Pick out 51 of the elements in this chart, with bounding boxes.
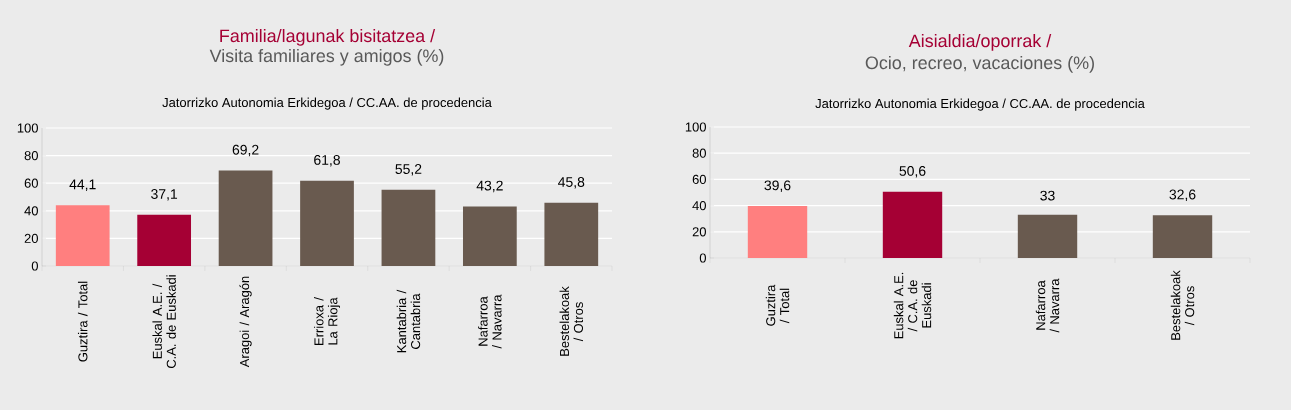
x-tick-label: Guztira / Total xyxy=(765,284,790,326)
data-label: 50,6 xyxy=(899,165,926,178)
data-label: 33 xyxy=(1040,190,1055,201)
data-label: 43,2 xyxy=(476,180,503,193)
bar xyxy=(300,180,354,266)
y-tick-label: 60 xyxy=(692,174,706,184)
y-tick-label: 0 xyxy=(31,261,38,271)
x-tick-label: Guztira / Total xyxy=(77,281,88,362)
y-tick-label: 80 xyxy=(692,148,706,158)
x-tick-label: Nafarroa / Navarra xyxy=(478,294,502,349)
x-tick-label: Nafarroa / Navarra xyxy=(1035,278,1060,333)
y-tick-label: 0 xyxy=(699,253,706,263)
y-tick-label: 80 xyxy=(24,151,38,161)
bar xyxy=(1017,214,1078,258)
y-tick-label: 20 xyxy=(24,233,38,243)
bar xyxy=(747,206,808,258)
data-label: 45,8 xyxy=(558,177,585,189)
text: Jatorrizko Autonomia Erkidegoa / CC.AA. de procedencia xyxy=(162,97,492,110)
data-label: 55,2 xyxy=(395,164,422,176)
x-tick-label: Kantabria / Cantabria xyxy=(396,289,421,353)
data-label: 44,1 xyxy=(69,179,96,191)
x-tick-label: Aragoi / Aragón xyxy=(239,276,252,368)
bar xyxy=(218,170,273,266)
chart-title: Aisialdia/oporrak / xyxy=(908,34,1052,51)
chart-subtitle: Visita familiares y amigos (%) xyxy=(209,49,444,66)
bar xyxy=(544,202,599,266)
x-tick-label: Bestelakoak / Otros xyxy=(1170,270,1195,340)
x-tick-label: Bestelakoak / Otros xyxy=(559,286,584,356)
chart-subtitle: Ocio, recreo, vacaciones (%) xyxy=(865,56,1094,73)
text: Jatorrizko Autonomia Erkidegoa / CC.AA. de procedencia xyxy=(815,98,1145,111)
data-label: 32,6 xyxy=(1169,189,1196,202)
data-label: 39,6 xyxy=(764,180,791,192)
bar xyxy=(882,191,943,258)
chart-title: Familia/lagunak bisitatzea / xyxy=(220,29,436,46)
y-tick-label: 100 xyxy=(17,123,38,133)
bar xyxy=(1152,215,1213,258)
x-tick-label: Euskal A.E. / C.A. de Euskadi xyxy=(893,272,932,339)
y-tick-label: 40 xyxy=(692,201,706,211)
y-tick-label: 100 xyxy=(685,122,706,132)
bar xyxy=(137,214,192,266)
data-label: 61,8 xyxy=(314,154,340,167)
y-tick-label: 40 xyxy=(24,206,38,216)
bar xyxy=(462,206,517,266)
y-tick-label: 60 xyxy=(24,178,38,188)
bar xyxy=(55,205,110,266)
x-tick-label: Errioxa / La Rioja xyxy=(313,297,341,345)
bar xyxy=(381,189,436,266)
data-label: 37,1 xyxy=(151,189,178,201)
y-tick-label: 20 xyxy=(692,227,706,237)
data-label: 69,2 xyxy=(232,144,259,157)
x-tick-label: Euskal A.E. / C.A. de Euskadi xyxy=(152,275,176,369)
